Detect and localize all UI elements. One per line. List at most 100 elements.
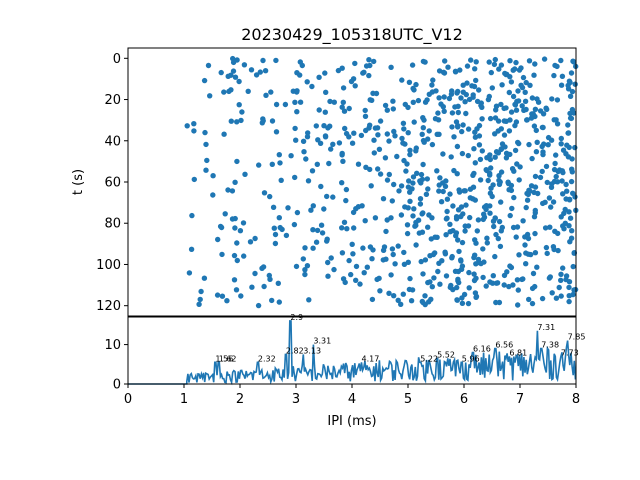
scatter-point [551, 178, 558, 185]
scatter-point [480, 246, 486, 252]
scatter-point [384, 217, 390, 223]
scatter-point [297, 99, 304, 105]
scatter-point [514, 224, 521, 230]
scatter-point [277, 224, 283, 231]
scatter-point [375, 166, 381, 172]
scatter-point [498, 228, 504, 234]
scatter-point [459, 128, 465, 135]
scatter-point [255, 302, 262, 309]
scatter-point [364, 264, 370, 270]
scatter-point [406, 79, 413, 86]
scatter-point [191, 176, 197, 183]
scatter-point [304, 79, 310, 85]
scatter-point [388, 64, 394, 71]
histogram-x-label: IPI (ms) [327, 414, 376, 429]
scatter-point [400, 291, 406, 297]
scatter-point [228, 87, 234, 93]
scatter-point [516, 177, 522, 183]
scatter-point [340, 158, 346, 164]
scatter-point [441, 94, 447, 100]
scatter-point [377, 171, 384, 177]
scatter-point [553, 152, 559, 158]
scatter-point [484, 235, 490, 241]
scatter-point [507, 212, 513, 219]
scatter-point [540, 149, 546, 155]
scatter-point [249, 284, 255, 290]
peak-label: 7.31 [537, 323, 555, 332]
scatter-point [444, 208, 450, 215]
scatter-point [487, 156, 493, 163]
scatter-point [424, 176, 430, 182]
scatter-point [304, 134, 311, 140]
scatter-point [395, 297, 401, 303]
peak-label: 6.81 [509, 348, 527, 357]
scatter-point [562, 220, 568, 226]
scatter-point [559, 168, 565, 174]
scatter-point [425, 224, 431, 230]
scatter-point [396, 188, 402, 194]
scatter-point [472, 160, 478, 166]
scatter-point [539, 124, 546, 131]
scatter-point [474, 228, 480, 234]
scatter-point [487, 210, 493, 216]
scatter-point [524, 117, 530, 123]
scatter-point [346, 105, 352, 112]
scatter-point [442, 249, 448, 255]
scatter-point [480, 216, 486, 223]
scatter-point [447, 221, 453, 227]
scatter-point [506, 128, 513, 134]
scatter-point [380, 247, 387, 253]
scatter-point [452, 268, 459, 274]
scatter-point [197, 296, 203, 303]
scatter-point [522, 89, 528, 96]
scatter-point [498, 169, 505, 175]
scatter-point [409, 186, 415, 192]
scatter-point [225, 73, 231, 80]
scatter-point [229, 216, 236, 222]
scatter-point [488, 69, 494, 76]
scatter-point [241, 62, 248, 68]
scatter-point [456, 187, 462, 193]
scatter-point [288, 153, 294, 159]
scatter-point [544, 179, 550, 186]
scatter-point [436, 182, 442, 188]
scatter-point [210, 192, 216, 198]
scatter-point [453, 233, 459, 239]
scatter-point [475, 217, 482, 223]
scatter-point [297, 59, 303, 65]
histogram-panel: 1.561.62 2.322.822.93.133.314.17 5.225.52 5… [104, 313, 585, 429]
scatter-point [374, 125, 381, 131]
scatter-point [454, 143, 461, 150]
scatter-point [471, 277, 478, 284]
scatter-point [425, 186, 431, 192]
scatter-point [501, 132, 508, 138]
scatter-point [535, 99, 542, 105]
scatter-point [458, 204, 465, 210]
scatter-point [407, 275, 413, 282]
scatter-point [471, 271, 477, 277]
scatter-point [471, 170, 477, 177]
scatter-point [559, 178, 565, 184]
scatter-point [522, 242, 528, 248]
scatter-point [201, 77, 208, 84]
scatter-point [324, 193, 330, 200]
histogram-x-tick-label: 3 [292, 392, 300, 407]
scatter-point [352, 83, 358, 89]
scatter-point [422, 293, 428, 299]
scatter-point [522, 234, 528, 240]
scatter-point [253, 72, 260, 78]
peak-label: 4.17 [362, 354, 380, 363]
scatter-point [544, 250, 550, 257]
scatter-point [486, 59, 492, 65]
scatter-point [568, 70, 575, 76]
peak-label: 6.56 [495, 341, 513, 350]
scatter-point [474, 126, 480, 132]
scatter-point [424, 97, 430, 103]
scatter-point [457, 67, 463, 73]
scatter-point [569, 106, 576, 113]
scatter-point [314, 227, 321, 234]
scatter-point [362, 107, 368, 114]
scatter-point [513, 59, 519, 66]
scatter-point [501, 282, 507, 288]
scatter-point [483, 283, 489, 289]
